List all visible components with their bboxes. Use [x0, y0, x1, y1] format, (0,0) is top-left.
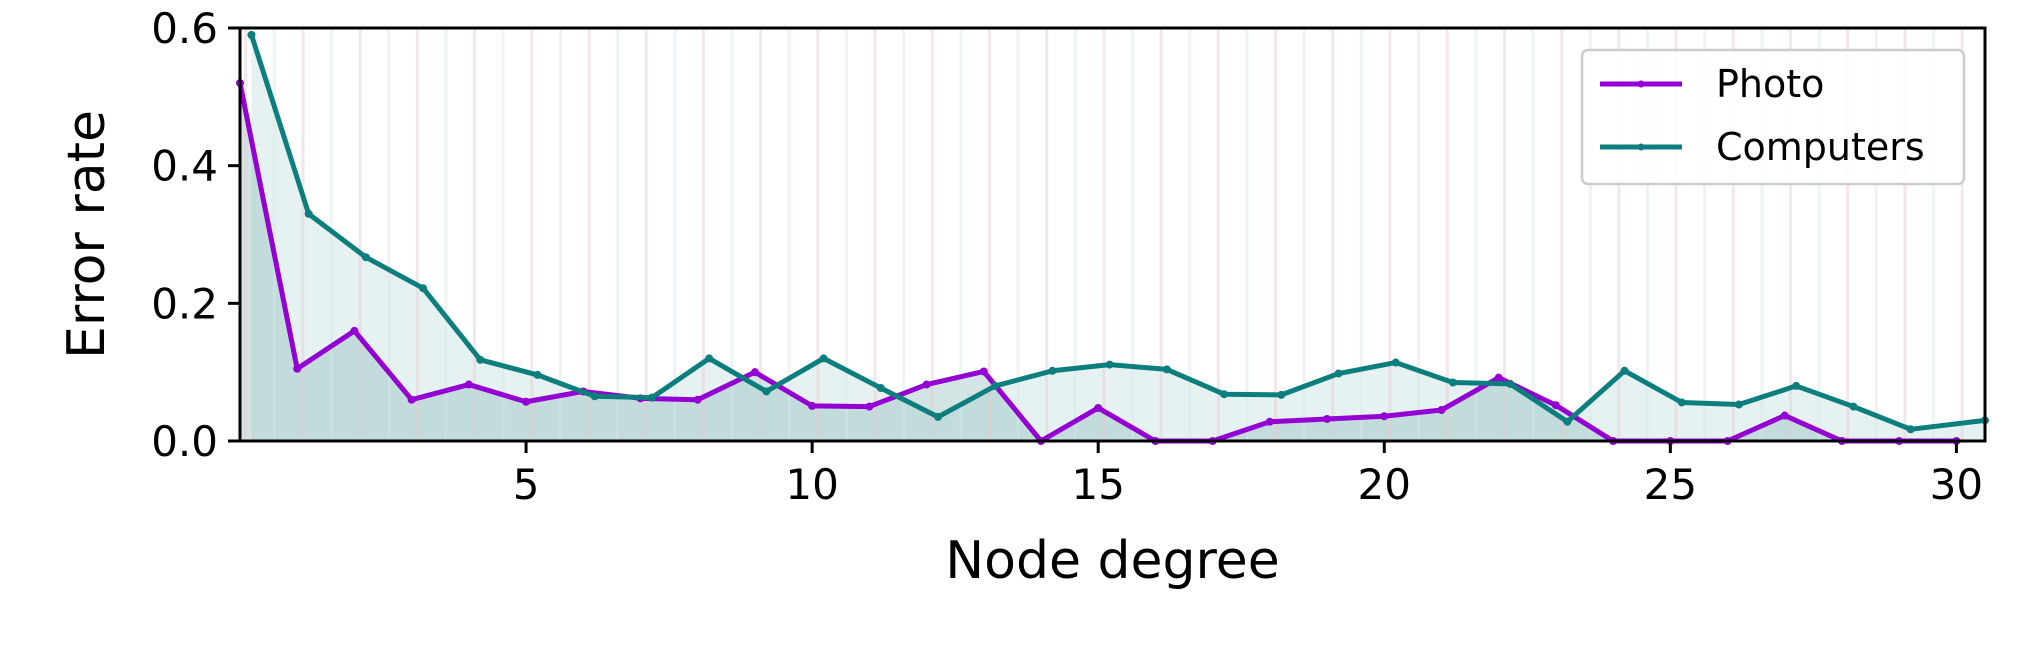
data-point-photo	[750, 368, 759, 377]
data-point-computers	[590, 392, 599, 401]
legend: Photo Computers	[1580, 48, 1966, 186]
y-tick-label: 0.6	[151, 4, 218, 53]
data-point-computers	[1105, 360, 1114, 369]
data-point-computers	[1448, 378, 1457, 387]
data-point-computers	[1391, 358, 1400, 367]
x-axis-label: Node degree	[945, 531, 1279, 591]
data-point-computers	[476, 355, 485, 364]
data-point-photo	[464, 380, 473, 389]
data-point-computers	[1277, 390, 1286, 399]
x-tick-label: 15	[1071, 460, 1124, 509]
y-tick-label: 0.2	[151, 279, 218, 328]
data-point-computers	[819, 354, 828, 363]
data-point-photo	[1780, 411, 1789, 420]
data-point-photo	[522, 397, 531, 406]
legend-marker-computers	[1637, 143, 1645, 151]
legend-marker-photo	[1637, 80, 1645, 88]
data-point-computers	[1220, 390, 1229, 399]
data-point-photo	[1323, 414, 1332, 423]
data-point-computers	[705, 354, 714, 363]
data-point-computers	[1334, 369, 1343, 378]
data-point-photo	[1094, 403, 1103, 412]
data-point-photo	[407, 395, 416, 404]
data-point-computers	[647, 393, 656, 402]
legend-entry-computers: Computers	[1716, 125, 1925, 169]
data-point-photo	[1380, 412, 1389, 421]
data-point-computers	[1906, 425, 1915, 434]
data-point-computers	[762, 387, 771, 396]
data-point-photo	[293, 364, 302, 373]
data-point-computers	[1162, 365, 1171, 374]
data-point-photo	[1437, 406, 1446, 415]
data-point-computers	[1792, 381, 1801, 390]
data-point-computers	[991, 381, 1000, 390]
data-point-photo	[1265, 417, 1274, 426]
data-point-photo	[865, 402, 874, 411]
data-point-computers	[1677, 398, 1686, 407]
data-point-computers	[1506, 379, 1515, 388]
plot-frame	[238, 26, 1987, 443]
data-point-photo	[808, 401, 817, 410]
legend-entry-photo: Photo	[1716, 62, 1824, 106]
data-point-photo	[979, 367, 988, 376]
x-axis-ticks: 5 10 15 20 25 30	[513, 441, 1983, 509]
x-tick-label: 20	[1358, 460, 1411, 509]
x-tick-label: 5	[513, 460, 540, 509]
y-axis-label: Error rate	[57, 110, 117, 359]
data-point-computers	[1563, 417, 1572, 426]
data-point-computers	[419, 284, 428, 293]
data-point-computers	[304, 209, 313, 218]
data-point-computers	[1734, 400, 1743, 409]
data-point-photo	[350, 326, 359, 335]
x-tick-label: 30	[1930, 460, 1983, 509]
data-point-photo	[1551, 401, 1560, 410]
area-fill-photo	[240, 83, 1957, 442]
data-point-photo	[693, 395, 702, 404]
data-point-computers	[1849, 402, 1858, 411]
x-tick-label: 25	[1644, 460, 1697, 509]
x-tick-label: 10	[785, 460, 838, 509]
data-point-computers	[533, 370, 542, 379]
data-point-computers	[1048, 366, 1057, 375]
data-point-computers	[1620, 366, 1629, 375]
series-fills	[240, 34, 1985, 442]
data-point-computers	[247, 30, 256, 39]
data-point-computers	[876, 383, 885, 392]
data-point-photo	[1494, 373, 1503, 382]
y-axis-ticks: 0.0 0.2 0.4 0.6	[151, 4, 240, 466]
data-point-computers	[361, 253, 370, 262]
data-point-photo	[922, 380, 931, 389]
data-point-computers	[934, 412, 942, 421]
area-fill-computers	[251, 34, 1985, 442]
y-tick-label: 0.0	[151, 417, 218, 466]
y-tick-label: 0.4	[151, 142, 218, 191]
